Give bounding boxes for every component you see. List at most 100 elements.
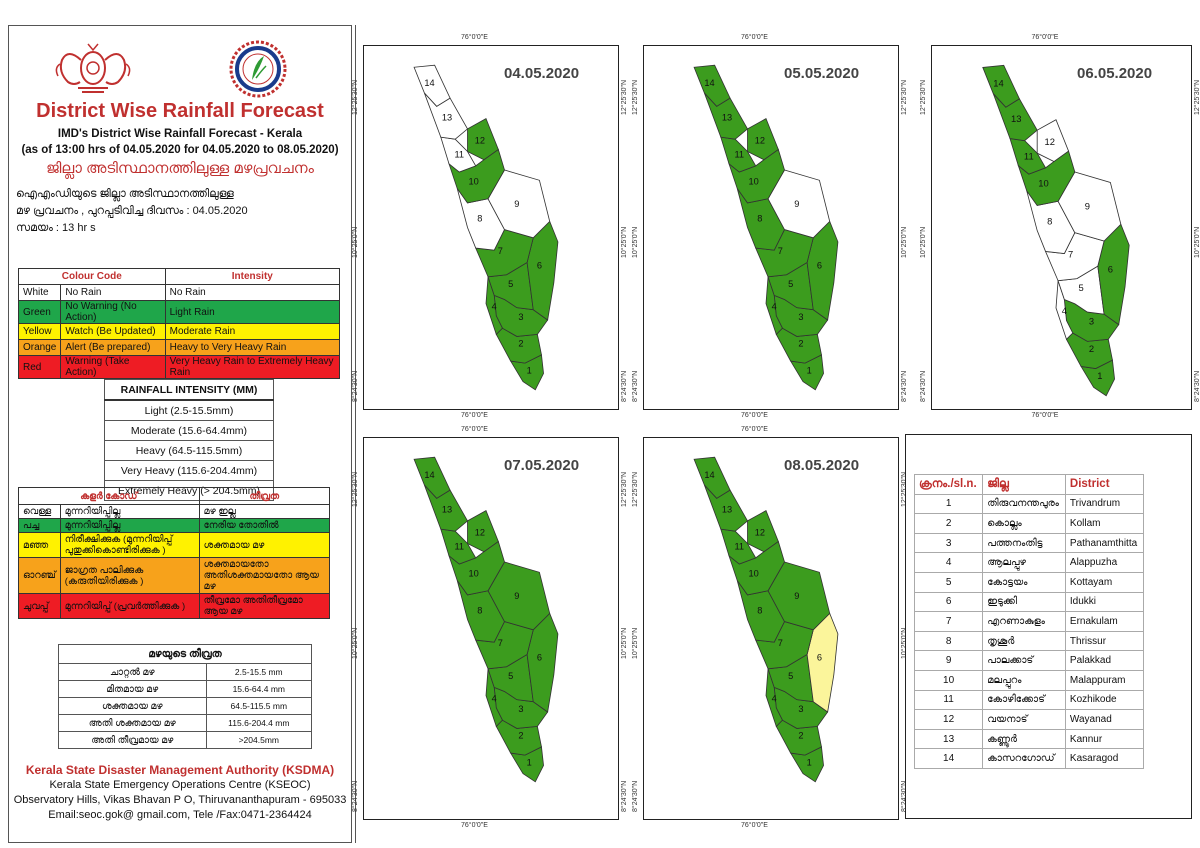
district-number-label: 12 xyxy=(755,527,765,537)
intensity-label-ml: ശക്തമായ മഴ xyxy=(58,697,207,715)
district-number-label: 10 xyxy=(749,568,759,578)
district-number-label: 5 xyxy=(1078,282,1083,293)
district-name-ml: കണ്ണൂർ xyxy=(982,728,1066,750)
district-number-label: 3 xyxy=(518,312,523,322)
district-number-label: 1 xyxy=(527,365,532,375)
district-number-label: 4 xyxy=(1062,305,1067,316)
district-number-label: 11 xyxy=(454,542,464,552)
intensity-title-ml: മഴയുടെ തീവ്രത xyxy=(58,644,312,664)
intensity-row-ml: അതി തീവ്രമായ മഴ >204.5mm xyxy=(58,731,313,749)
colour-description-ml: മുന്നറിയിപ്പില്ല xyxy=(59,518,200,533)
district-area-12 xyxy=(1036,119,1070,163)
map-date: 07.05.2020 xyxy=(504,457,580,474)
district-name-ml: വയനാട് xyxy=(982,709,1066,730)
district-row: 13 കണ്ണൂർ Kannur xyxy=(913,728,1145,750)
district-number-label: 12 xyxy=(755,135,765,145)
district-number-label: 11 xyxy=(734,542,744,552)
district-number-label: 8 xyxy=(477,605,482,615)
lat-label-left: 12°25'30"N xyxy=(920,79,927,115)
district-number-label: 5 xyxy=(788,279,793,289)
district-number-label: 10 xyxy=(469,176,479,186)
colour-code-table-ml: കളർ കോഡ് തീവ്രത വെള്ള മുന്നറിയിപ്പില്ല മഴ … xyxy=(18,487,331,619)
district-number-label: 4 xyxy=(492,302,497,312)
district-number-label: 3 xyxy=(798,312,803,322)
district-number-label: 4 xyxy=(772,694,777,704)
colour-description-ml: മുന്നറിയിപ്പ് (പ്രവർത്തിക്കുക ) xyxy=(59,593,200,619)
lat-label-right: 10°25'0"N xyxy=(621,226,628,258)
lat-label-right: 12°25'30"N xyxy=(1194,79,1200,115)
colour-code-row-ml: ചുവപ്പ് മുന്നറിയിപ്പ് (പ്രവർത്തിക്കുക ) തീ… xyxy=(18,593,331,619)
colour-description: No Rain xyxy=(60,284,166,301)
district-area-14 xyxy=(693,456,731,499)
colour-code-table: Colour Code Intensity White No Rain No Rai… xyxy=(17,268,341,379)
intensity-row-ml: ചാറ്റൽ മഴ 2.5-15.5 mm xyxy=(58,663,313,681)
intensity-row: Light (2.5-15.5mm) xyxy=(104,399,274,421)
lat-label-left: 8°24'30"N xyxy=(352,370,359,402)
district-number-label: 7 xyxy=(1068,249,1073,260)
district-number-label: 12 xyxy=(475,527,485,537)
intensity-range: Light (2.5-15.5mm) xyxy=(104,399,274,421)
district-number-label: 6 xyxy=(537,653,542,663)
forecast-period: (as of 13:00 hrs of 04.05.2020 for 04.05… xyxy=(21,144,339,156)
colour-name-ml: ചുവപ്പ് xyxy=(18,593,61,619)
colour-name-ml: ഓറഞ്ച് xyxy=(18,557,61,594)
lat-label-right: 8°24'30"N xyxy=(621,780,628,812)
lon-label-bottom: 76°0'0"E xyxy=(461,412,488,419)
district-number-label: 8 xyxy=(757,213,762,223)
district-name-ml: മലപ്പുറം xyxy=(982,669,1066,691)
lat-label-left: 12°25'30"N xyxy=(632,79,639,115)
district-number-label: 9 xyxy=(794,591,799,601)
address: Observatory Hills, Vikas Bhavan P O, Thi… xyxy=(13,794,347,806)
lat-label-left: 8°24'30"N xyxy=(632,370,639,402)
district-number-label: 13 xyxy=(722,113,732,123)
district-table: ക്രനം./sl.n. ജില്ല District 1 തിരുവനന്തപു… xyxy=(913,474,1145,769)
issue-line-3: സമയം : 13 hr s xyxy=(16,222,96,234)
district-row: 11 കോഴിക്കോട് Kozhikode xyxy=(913,689,1145,711)
district-col-slno: ക്രനം./sl.n. xyxy=(913,474,984,495)
district-number-label: 8 xyxy=(757,605,762,615)
colour-name: White xyxy=(17,284,62,301)
district-number-label: 2 xyxy=(518,731,523,741)
district-row: 10 മലപ്പുറം Malappuram xyxy=(913,669,1145,691)
district-name-en: Kollam xyxy=(1064,513,1145,534)
panel-divider xyxy=(355,25,356,843)
district-area-6 xyxy=(806,220,839,321)
district-number: 5 xyxy=(913,571,984,593)
colour-intensity-ml: മഴ ഇല്ല xyxy=(198,504,331,519)
lat-label-right: 12°25'30"N xyxy=(621,79,628,115)
colour-description: Warning (Take Action) xyxy=(60,355,166,379)
colour-description: Watch (Be Updated) xyxy=(60,323,166,340)
district-number-label: 9 xyxy=(794,199,799,209)
lon-label-top: 76°0'0"E xyxy=(461,34,488,41)
lat-label-right: 10°25'0"N xyxy=(621,627,628,659)
intensity-row: Very Heavy (115.6-204.4mm) xyxy=(104,460,274,481)
lon-label-bottom: 76°0'0"E xyxy=(741,412,768,419)
intensity-label-ml: ചാറ്റൽ മഴ xyxy=(58,663,207,681)
district-name-ml: എറണാകുളം xyxy=(982,611,1066,632)
lat-label-right: 10°25'0"N xyxy=(1194,226,1200,258)
colour-code-row: White No Rain No Rain xyxy=(17,284,341,301)
title-malayalam: ജില്ലാ അടിസ്ഥാനത്തിലുള്ള മഴപ്രവചനം xyxy=(46,160,314,177)
intensity-value: 15.6-64.4 mm xyxy=(205,680,313,698)
page-title: District Wise Rainfall Forecast xyxy=(36,100,324,122)
district-name-en: Trivandrum xyxy=(1064,493,1145,515)
district-number-label: 3 xyxy=(798,704,803,714)
contact-info: Email:seoc.gok@ gmail.com, Tele /Fax:047… xyxy=(48,809,312,821)
colour-intensity-ml: തീവ്രമോ അതിതീവ്രമോ ആയ മഴ xyxy=(198,593,331,619)
lon-label-bottom: 76°0'0"E xyxy=(461,822,488,829)
intensity-row: Moderate (15.6-64.4mm) xyxy=(104,420,274,441)
district-name-en: Ernakulam xyxy=(1064,611,1145,632)
lon-label-top: 76°0'0"E xyxy=(461,426,488,433)
lat-label-left: 12°25'30"N xyxy=(352,79,359,115)
colour-description-ml: ജാഗ്രത പാലിക്കുക (കരുതിയിരിക്കുക ) xyxy=(59,557,200,594)
colour-code-row: Red Warning (Take Action) Very Heavy Rain … xyxy=(17,355,341,379)
lat-label-left: 10°25'0"N xyxy=(632,627,639,659)
district-number-label: 14 xyxy=(704,78,714,88)
colour-name: Yellow xyxy=(17,323,62,340)
district-row: 1 തിരുവനന്തപുരം Trivandrum xyxy=(913,493,1145,515)
lat-label-left: 8°24'30"N xyxy=(632,780,639,812)
district-number-label: 9 xyxy=(1085,201,1090,212)
district-number-label: 7 xyxy=(498,246,503,256)
